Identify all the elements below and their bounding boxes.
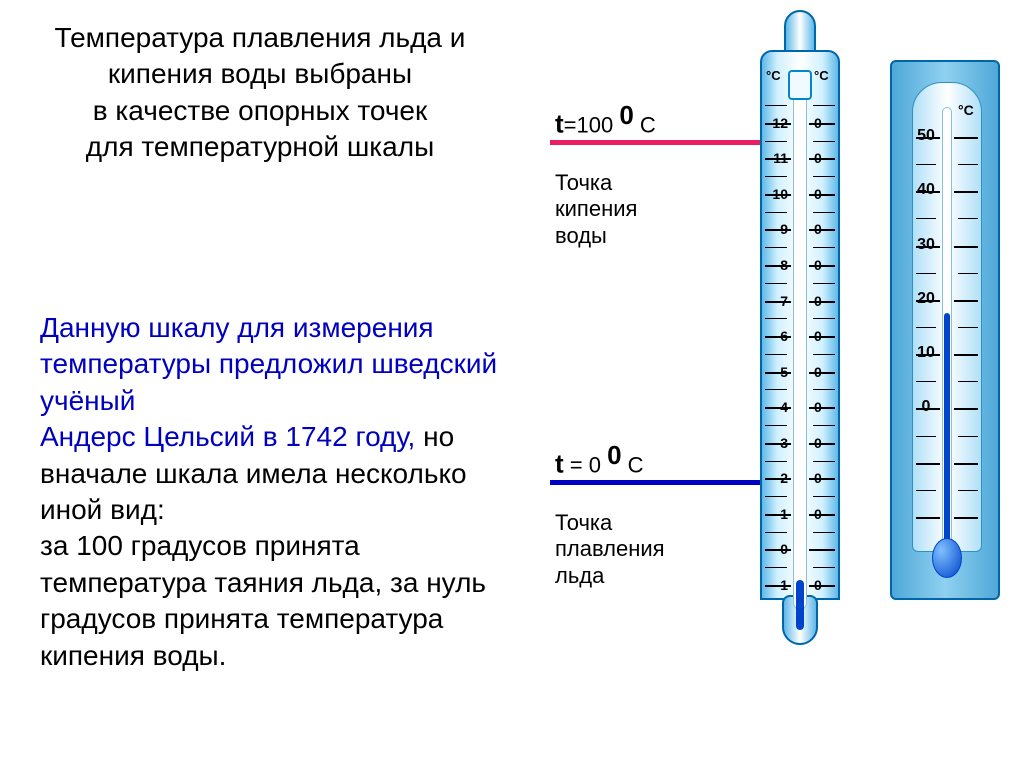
thermo1-tick (760, 354, 840, 355)
thermo2-bulb (932, 538, 962, 578)
thermo2-scale-number: 30 (914, 236, 938, 254)
thermo1-reservoir (788, 70, 812, 100)
thermo1-scale-number: 10 (768, 186, 788, 202)
thermo2-scale-number: 20 (914, 290, 938, 308)
thermo1-liquid (796, 580, 804, 630)
thermo1-scale-number: 0 (814, 186, 834, 202)
thermo1-unit-right: °C (814, 68, 829, 83)
thermo1-scale-number: 0 (814, 115, 834, 131)
melting-desc: Точкаплавленияльда (555, 510, 665, 589)
thermo1-scale-number: 0 (814, 470, 834, 486)
thermo1-scale-number: 0 (814, 577, 834, 593)
thermo2-scale-number: 10 (914, 344, 938, 362)
thermo1-tick (760, 567, 840, 568)
melting-formula: t = 0 0 C (555, 440, 644, 479)
thermo2-scale: 01020304050 (912, 137, 982, 517)
thermo2-scale-number: 0 (914, 398, 938, 416)
thermo1-scale-number: 0 (768, 541, 788, 557)
thermo1-scale-number: 0 (814, 257, 834, 273)
thermo1-scale-number: 0 (814, 328, 834, 344)
thermo1-tick (760, 105, 840, 106)
celsius-history-text: Данную шкалу для измерения температуры п… (40, 310, 510, 674)
celsius-black-part: но вначале шкала имела несколько иной ви… (40, 421, 486, 670)
thermo1-tick (760, 247, 840, 248)
boiling-desc: Точкакипенияводы (555, 170, 637, 249)
thermo1-tick (760, 212, 840, 213)
thermo1-scale-number: 0 (814, 150, 834, 166)
thermo1-scale-number: 6 (768, 328, 788, 344)
thermo1-scale-number: 2 (768, 470, 788, 486)
thermo1-tick (760, 176, 840, 177)
thermo1-scale-number: 8 (768, 257, 788, 273)
thermo1-scale: -100102030405060708090100110120 (760, 105, 840, 585)
boiling-formula: t=100 0 C (555, 100, 656, 139)
thermo1-scale-number: 3 (768, 435, 788, 451)
thermo1-scale-number: 7 (768, 293, 788, 309)
thermo1-scale-number: 4 (768, 399, 788, 415)
thermo1-tick (760, 496, 840, 497)
thermo1-scale-number: 0 (814, 399, 834, 415)
thermometer-large: °C °C -100102030405060708090100110120 (740, 10, 860, 650)
thermo1-scale-number: 11 (768, 150, 788, 166)
thermo1-scale-number: 12 (768, 115, 788, 131)
thermo1-scale-number: 1 (768, 506, 788, 522)
thermo1-tick (760, 532, 840, 533)
thermo1-tick (760, 461, 840, 462)
thermo1-tick (760, 283, 840, 284)
reference-points-text: Температура плавления льда и кипения вод… (40, 20, 480, 166)
thermo1-scale-number: 9 (768, 221, 788, 237)
thermo1-scale-number: 0 (814, 293, 834, 309)
thermo2-unit: °C (958, 102, 974, 118)
thermo1-scale-number: 5 (768, 364, 788, 380)
thermo1-scale-number: 0 (814, 221, 834, 237)
thermo1-scale-number: 0 (814, 364, 834, 380)
thermo1-scale-number: -1 (768, 577, 788, 593)
thermo2-scale-number: 40 (914, 181, 938, 199)
thermometer-small: °C 0 10 20 30 40 50 (890, 60, 1000, 600)
thermo1-tick (760, 389, 840, 390)
thermo1-scale-number: 0 (814, 506, 834, 522)
thermo2-scale-number: 50 (914, 127, 938, 145)
thermo1-scale-number: 0 (814, 435, 834, 451)
thermo1-unit-left: °C (766, 68, 781, 83)
thermo1-tick (760, 141, 840, 142)
thermo1-tick (760, 425, 840, 426)
thermo1-tick (760, 318, 840, 319)
